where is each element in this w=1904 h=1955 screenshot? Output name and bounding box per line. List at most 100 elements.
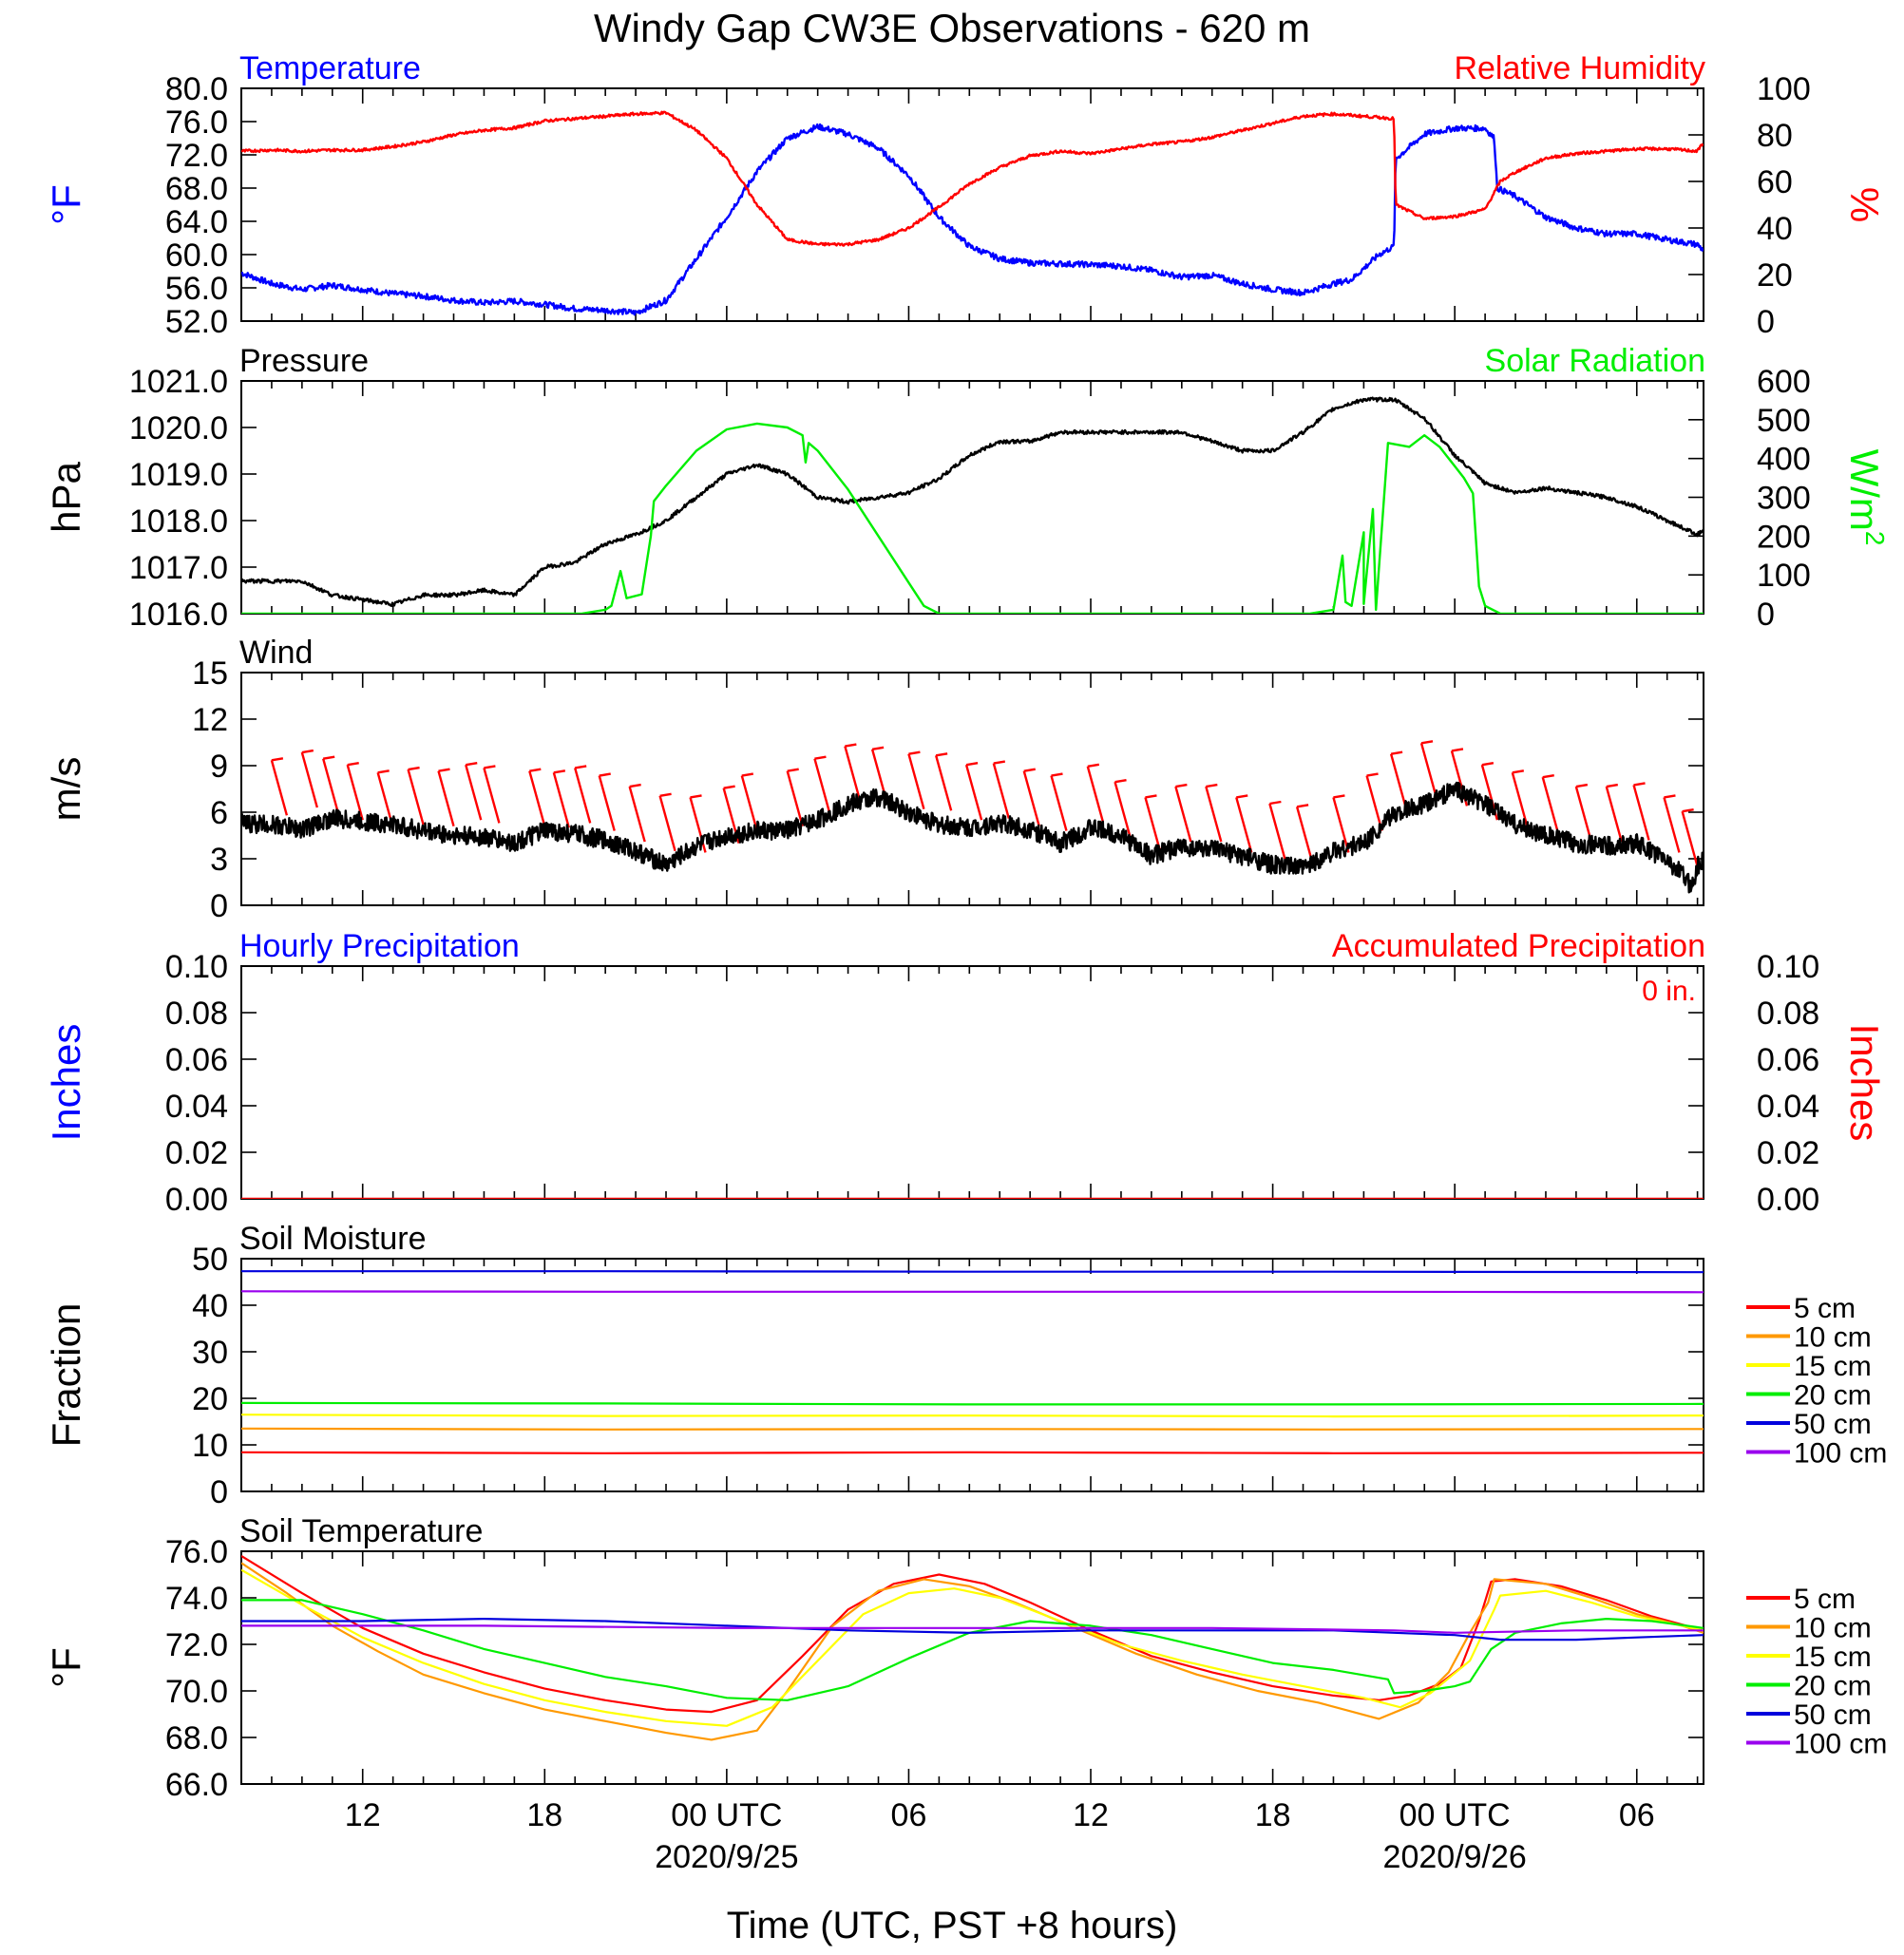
wind-barb — [574, 765, 592, 824]
series-line-50-cm — [241, 1618, 1704, 1642]
y-tick-label-right: 80 — [1757, 118, 1793, 154]
y-tick-label: 1017.0 — [129, 550, 228, 586]
wind-barb-staff — [1632, 785, 1650, 841]
wind-barb — [1174, 783, 1192, 843]
accumulated-annotation: 0 in. — [1642, 976, 1696, 1007]
y-tick-label: 68.0 — [165, 1720, 228, 1756]
wind-barb-flag — [787, 768, 799, 772]
wind-barb-flag — [1175, 783, 1188, 788]
y-tick-label: 64.0 — [165, 204, 228, 240]
wind-barb-flag — [1682, 807, 1694, 813]
wind-barb-flag — [741, 772, 753, 777]
time-tick-label: 00 UTC — [1399, 1797, 1511, 1833]
wind-barb-flag — [1269, 800, 1282, 806]
wind-barb — [1681, 807, 1699, 867]
y-tick-label: 6 — [210, 795, 228, 831]
wind-barb — [907, 750, 925, 810]
wind-barb — [407, 766, 425, 826]
y-tick-label: 0.06 — [165, 1042, 228, 1078]
panel-title-left: Hourly Precipitation — [239, 928, 520, 964]
y-axis-label-left: m/s — [44, 757, 88, 822]
wind-barb-staff — [1268, 803, 1286, 860]
y-tick-label: 1021.0 — [129, 364, 228, 400]
y-tick-label-right: 60 — [1757, 164, 1793, 200]
panel-title-left: Soil Temperature — [239, 1513, 483, 1549]
wind-barb-staff — [407, 769, 425, 826]
wind-barb — [322, 755, 340, 814]
date-label: 2020/9/26 — [1383, 1839, 1527, 1875]
wind-barb-staff — [992, 763, 1010, 819]
wind-barb-staff — [813, 758, 831, 814]
y-tick-label: 68.0 — [165, 171, 228, 207]
y-tick-label: 40 — [192, 1288, 228, 1324]
wind-barb-flag — [690, 794, 702, 799]
panel-title-left: Pressure — [239, 343, 369, 379]
wind-barb — [813, 755, 831, 814]
wind-barb-staff — [934, 755, 953, 811]
figure-title: Windy Gap CW3E Observations - 620 m — [594, 6, 1310, 50]
time-tick-label: 18 — [526, 1797, 562, 1833]
panel-title-left: Wind — [239, 635, 313, 671]
legend-label: 10 cm — [1794, 1322, 1872, 1354]
wind-barb — [1419, 740, 1438, 799]
series-line-15-cm — [241, 1414, 1704, 1418]
wind-barb — [1268, 800, 1286, 860]
legend-item: 10 cm — [1746, 1613, 1872, 1644]
y-tick-label: 1020.0 — [129, 410, 228, 446]
x-axis-label: Time (UTC, PST +8 hours) — [727, 1905, 1178, 1946]
wind-barb-flag — [1481, 761, 1495, 767]
plot-frame — [240, 1550, 1704, 1785]
wind-barb-staff — [1511, 772, 1529, 828]
y-tick-label: 20 — [192, 1381, 228, 1417]
series-group — [241, 1270, 1704, 1454]
wind-barb-staff — [437, 770, 455, 827]
y-axis-label-left: Inches — [44, 1024, 88, 1142]
wind-barb-flag — [529, 768, 542, 772]
legend-item: 15 cm — [1746, 1642, 1872, 1673]
wind-barb-staff — [1050, 775, 1068, 831]
wind-barb-staff — [844, 746, 862, 802]
legend-item: 10 cm — [1746, 1322, 1872, 1354]
wind-barb-staff — [628, 786, 646, 843]
wind-barb-staff — [1332, 797, 1350, 853]
y-tick-label-right: 20 — [1757, 257, 1793, 294]
y-axis-label-right: Inches — [1842, 1024, 1887, 1142]
wind-barb-flag — [935, 752, 948, 757]
wind-barb-staff — [1022, 770, 1040, 827]
panel-pressure-solar: Pressure Solar Radiation 1016.0 1017.0 1018.… — [44, 343, 1890, 633]
wind-barb — [437, 768, 455, 827]
wind-barb — [598, 772, 616, 831]
wind-barb-staff — [1574, 786, 1593, 843]
wind-barb-staff — [483, 768, 501, 824]
series-line-10-cm — [241, 1427, 1704, 1431]
series-line-100-cm — [241, 1624, 1704, 1634]
wind-barb-flag — [301, 749, 314, 754]
wind-barb-flag — [1366, 772, 1379, 777]
y-tick-label: 50 — [192, 1242, 228, 1278]
wind-barb-staff — [1681, 810, 1699, 867]
series-group — [241, 396, 1704, 614]
wind-barb-flag — [871, 746, 885, 751]
wind-barb-staff — [465, 764, 483, 821]
series-group — [241, 110, 1704, 316]
plot-frame — [240, 87, 1704, 322]
wind-barb-staff — [740, 775, 758, 831]
wind-barb — [1086, 763, 1104, 823]
y-tick-label-right: 100 — [1757, 558, 1811, 594]
wind-barb-flag — [1542, 774, 1554, 779]
wind-barb-staff — [346, 764, 364, 821]
wind-barb-flag — [814, 755, 827, 760]
wind-barb-staff — [528, 770, 546, 827]
y-axis-label-left: hPa — [44, 461, 88, 532]
wind-barb-flag — [408, 766, 420, 771]
legend-label: 15 cm — [1794, 1642, 1872, 1673]
wind-barb-staff — [1663, 797, 1681, 853]
legend-item: 20 cm — [1746, 1380, 1872, 1412]
legend-item: 5 cm — [1746, 1293, 1856, 1324]
wind-barb-flag — [629, 783, 641, 788]
wind-barb-flag — [1206, 783, 1218, 788]
y-tick-label: 66.0 — [165, 1767, 228, 1803]
